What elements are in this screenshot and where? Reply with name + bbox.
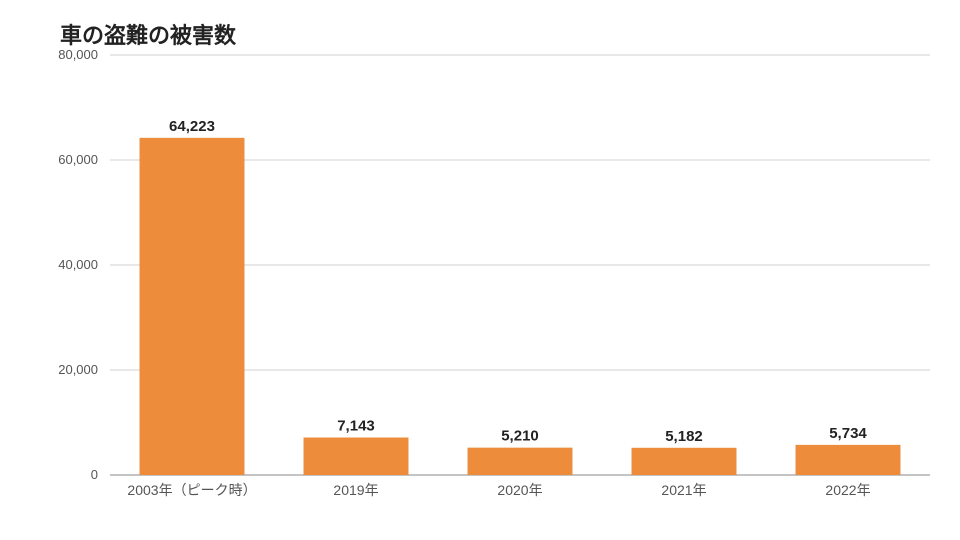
bar-chart: 0 20,000 40,000 60,000 80,000 64,223 2003年（ピーク…	[0, 0, 960, 540]
svg-text:40,000: 40,000	[58, 257, 98, 272]
x-tick: 2021年	[661, 482, 706, 498]
svg-text:80,000: 80,000	[58, 47, 98, 62]
bar-value-label: 7,143	[337, 417, 375, 434]
y-tick: 60,000	[58, 152, 98, 167]
bar-value-label: 64,223	[169, 118, 215, 135]
svg-text:2019年: 2019年	[333, 482, 378, 498]
y-tick: 40,000	[58, 257, 98, 272]
svg-text:2021年: 2021年	[661, 482, 706, 498]
x-tick: 2022年	[825, 482, 870, 498]
svg-text:2022年: 2022年	[825, 482, 870, 498]
y-tick: 80,000	[58, 47, 98, 62]
x-tick: 2003年（ピーク時）	[127, 482, 256, 498]
svg-text:0: 0	[91, 467, 98, 482]
svg-text:2003年（ピーク時）: 2003年（ピーク時）	[127, 482, 256, 498]
svg-text:2020年: 2020年	[497, 482, 542, 498]
chart-container: 車の盗難の被害数 020,00040,00060,00080,00064,223…	[0, 0, 960, 540]
bar-value-label: 5,734	[829, 425, 867, 442]
y-tick: 0	[91, 467, 98, 482]
svg-text:20,000: 20,000	[58, 362, 98, 377]
bar	[140, 138, 245, 475]
bar-value-label: 5,182	[665, 428, 703, 445]
bar	[468, 448, 573, 475]
x-tick: 2019年	[333, 482, 378, 498]
bar	[304, 437, 409, 475]
bar	[632, 448, 737, 475]
bar-value-label: 5,210	[501, 428, 539, 445]
svg-text:60,000: 60,000	[58, 152, 98, 167]
bar	[796, 445, 901, 475]
x-tick: 2020年	[497, 482, 542, 498]
y-tick: 20,000	[58, 362, 98, 377]
